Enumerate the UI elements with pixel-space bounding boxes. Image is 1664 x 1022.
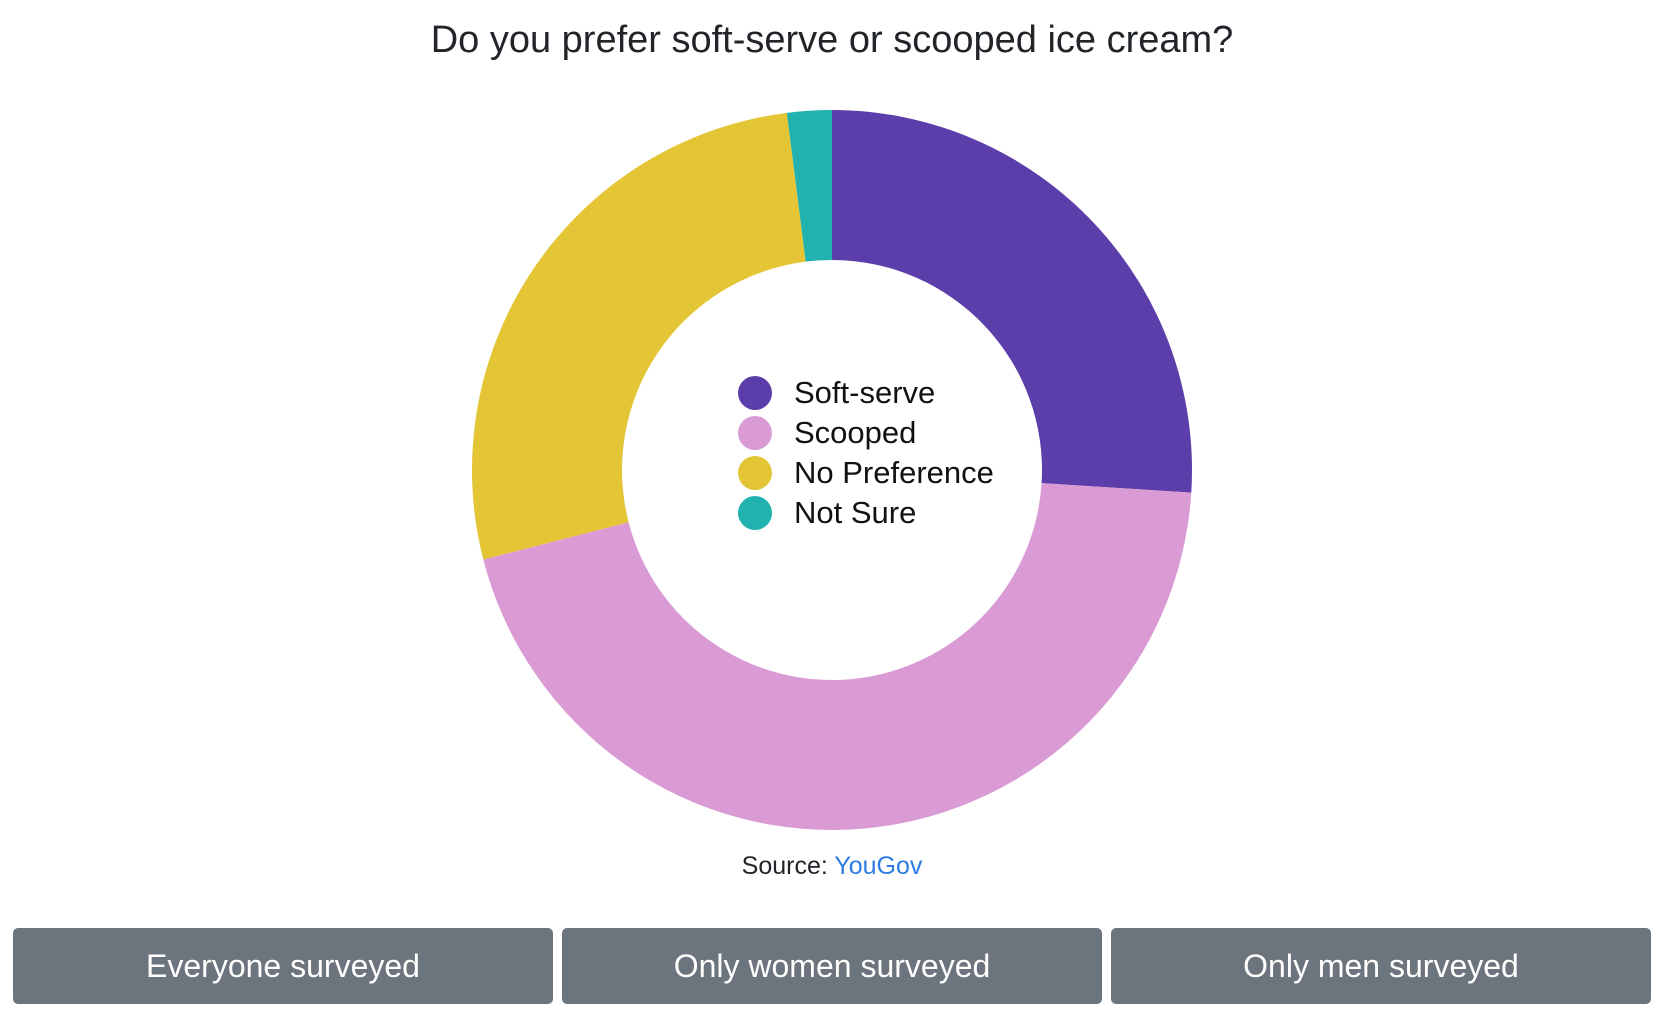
source-line: Source: YouGov [0,850,1664,882]
legend-swatch-soft-serve [738,376,772,410]
donut-slice-no-preference[interactable] [471,112,806,560]
only-women-surveyed-button[interactable]: Only women surveyed [562,928,1102,1004]
filter-button-group: Everyone surveyed Only women surveyed On… [13,928,1651,1004]
donut-slice-not-sure[interactable] [786,110,832,262]
donut-slices [471,110,1193,831]
chart-legend: Soft-serve Scooped No Preference Not Sur… [738,373,994,533]
legend-swatch-no-preference [738,456,772,490]
legend-label-no-preference: No Preference [794,455,994,490]
only-men-surveyed-button[interactable]: Only men surveyed [1111,928,1651,1004]
legend-label-not-sure: Not Sure [794,495,917,530]
legend-label-soft-serve: Soft-serve [794,375,936,410]
donut-slice-soft-serve[interactable] [832,110,1193,493]
legend-item-not-sure[interactable]: Not Sure [738,493,994,533]
legend-swatch-scooped [738,416,772,450]
chart-title: Do you prefer soft-serve or scooped ice … [430,19,1234,61]
source-link-yougov[interactable]: YouGov [834,852,923,880]
donut-slice-scooped[interactable] [483,483,1192,831]
everyone-surveyed-button[interactable]: Everyone surveyed [13,928,553,1004]
legend-swatch-not-sure [738,496,772,530]
legend-item-soft-serve[interactable]: Soft-serve [738,373,994,413]
legend-item-no-preference[interactable]: No Preference [738,453,994,493]
legend-item-scooped[interactable]: Scooped [738,413,994,453]
legend-label-scooped: Scooped [794,415,917,450]
source-label: Source: [741,852,828,880]
